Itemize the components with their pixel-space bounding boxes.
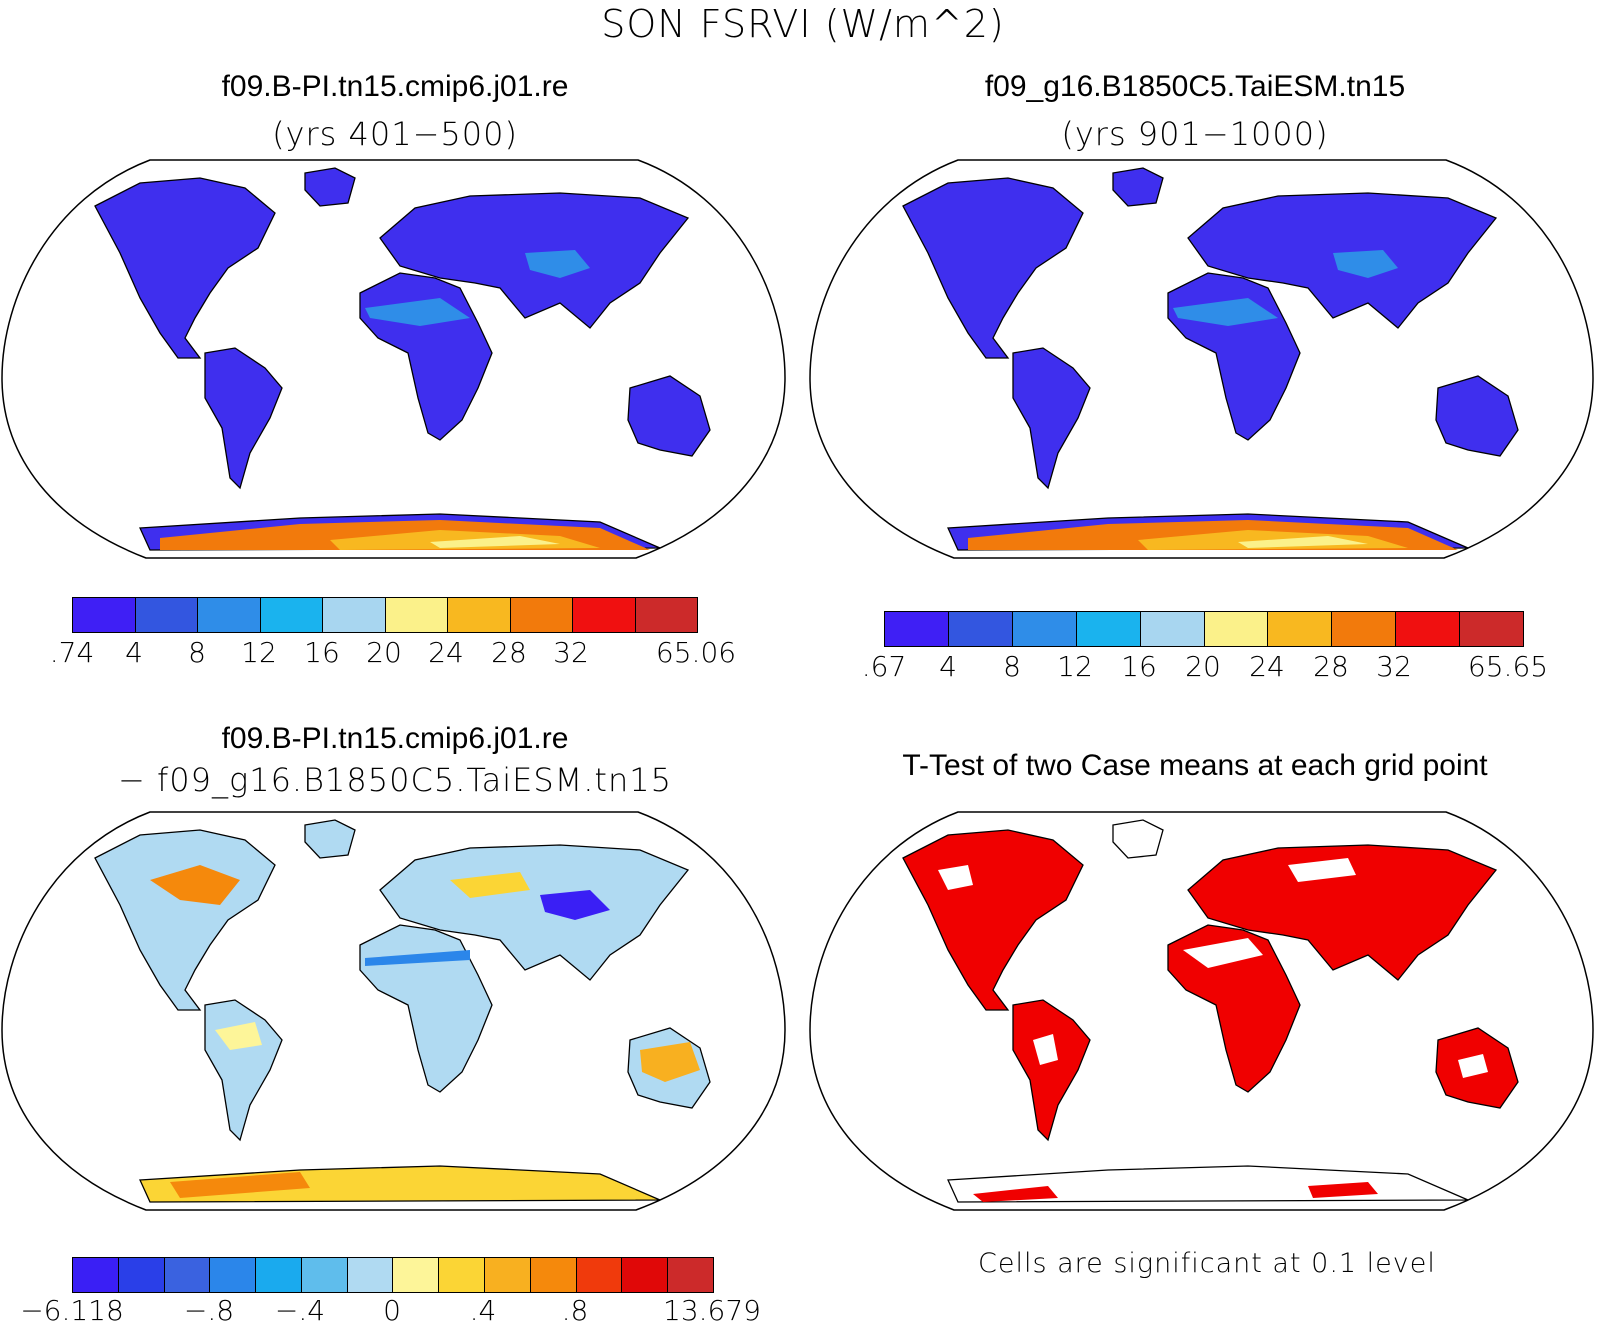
case1-colorbar-swatch: [198, 598, 261, 632]
diff-tick-label: .4: [469, 1294, 497, 1327]
case2-title: f09_g16.B1850C5.TaiESM.tn15: [984, 70, 1406, 103]
case1-tick-label: 12: [241, 636, 277, 669]
diff-tick-label: 13.679: [663, 1294, 761, 1327]
case2-colorbar-swatch: [1460, 612, 1524, 646]
case2-colorbar-swatch: [1332, 612, 1397, 646]
diff-colorbar-swatch: [210, 1258, 257, 1292]
case2-tick-label: 12: [1057, 650, 1093, 683]
case2-tick-label: 20: [1185, 650, 1221, 683]
case1-highlights: [160, 250, 650, 550]
case1-map: [1, 159, 786, 559]
case1-tick-label: 28: [491, 636, 527, 669]
diff-highlights: [150, 865, 700, 1198]
case2-colorbar-swatch: [948, 612, 1013, 646]
case2-colorbar-swatch: [1268, 612, 1333, 646]
case2-subtitle: (yrs 901−1000): [1061, 115, 1329, 153]
case2-tick-label: 32: [1376, 650, 1412, 683]
case1-colorbar: [72, 597, 698, 633]
diff-colorbar-swatch: [118, 1258, 165, 1292]
diff-colorbar-swatch: [73, 1258, 119, 1292]
case2-colorbar-swatch: [885, 612, 949, 646]
diff-colorbar-swatch: [439, 1258, 486, 1292]
case1-tick-label: 4: [125, 636, 143, 669]
case1-tick-label: 24: [428, 636, 464, 669]
case2-colorbar-swatch: [1076, 612, 1141, 646]
ttest-nonsig-patches: [938, 858, 1488, 1078]
ttest-map: [809, 811, 1594, 1211]
diff-tick-label: .8: [561, 1294, 589, 1327]
case1-colorbar-swatch: [448, 598, 511, 632]
case2-tick-label: 4: [939, 650, 957, 683]
case2-tick-label: .67: [861, 650, 907, 683]
diff-colorbar-swatch: [347, 1258, 394, 1292]
case1-colorbar-swatch: [73, 598, 136, 632]
significance-note: Cells are significant at 0.1 level: [978, 1248, 1436, 1279]
case2-colorbar-swatch: [1140, 612, 1205, 646]
diff-colorbar-swatch: [622, 1258, 669, 1292]
case1-subtitle: (yrs 401−500): [272, 115, 518, 153]
case1-colorbar-swatch: [510, 598, 573, 632]
case1-colorbar-swatch: [260, 598, 323, 632]
diff-colorbar-swatch: [256, 1258, 302, 1292]
case1-colorbar-swatch: [323, 598, 386, 632]
case2-tick-label: 65.65: [1467, 650, 1549, 683]
diff-subtitle: − f09_g16.B1850C5.TaiESM.tn15: [118, 761, 672, 799]
case2-colorbar-swatch: [1396, 612, 1461, 646]
diff-colorbar-swatch: [530, 1258, 577, 1292]
diff-colorbar-swatch: [485, 1258, 531, 1292]
case1-colorbar-swatch: [135, 598, 198, 632]
case1-tick-label: 16: [304, 636, 340, 669]
diff-title: f09.B-PI.tn15.cmip6.j01.re: [221, 722, 569, 755]
case1-tick-label: 8: [188, 636, 206, 669]
case1-tick-label: 20: [366, 636, 402, 669]
diff-colorbar: [72, 1257, 714, 1293]
case2-highlights: [968, 250, 1458, 550]
case1-colorbar-swatch: [635, 598, 697, 632]
case2-map: [809, 159, 1594, 559]
diff-tick-label: −.4: [274, 1294, 326, 1327]
diff-tick-label: −6.118: [20, 1294, 124, 1327]
case2-tick-label: 28: [1313, 650, 1349, 683]
case1-title: f09.B-PI.tn15.cmip6.j01.re: [221, 70, 569, 103]
case1-land: [94, 167, 711, 551]
ttest-antarctic-patches: [973, 1182, 1378, 1202]
diff-colorbar-swatch: [668, 1258, 713, 1292]
diff-colorbar-swatch: [576, 1258, 623, 1292]
case1-tick-label: 65.06: [655, 636, 737, 669]
figure-title: SON FSRVI (W/m^2): [601, 2, 1005, 46]
ttest-title: T-Test of two Case means at each grid po…: [902, 749, 1488, 782]
case2-tick-label: 8: [1003, 650, 1021, 683]
diff-colorbar-swatch: [301, 1258, 348, 1292]
diff-colorbar-swatch: [164, 1258, 211, 1292]
diff-colorbar-swatch: [393, 1258, 440, 1292]
case1-colorbar-swatch: [573, 598, 636, 632]
case2-tick-label: 24: [1249, 650, 1285, 683]
case2-colorbar-swatch: [1012, 612, 1077, 646]
diff-map: [1, 811, 786, 1211]
case2-tick-label: 16: [1121, 650, 1157, 683]
diff-tick-label: 0: [383, 1294, 401, 1327]
case1-colorbar-swatch: [385, 598, 448, 632]
diff-tick-label: −.8: [183, 1294, 235, 1327]
case1-tick-label: .74: [49, 636, 95, 669]
case1-tick-label: 32: [553, 636, 589, 669]
case2-colorbar: [884, 611, 1524, 647]
case2-colorbar-swatch: [1204, 612, 1269, 646]
